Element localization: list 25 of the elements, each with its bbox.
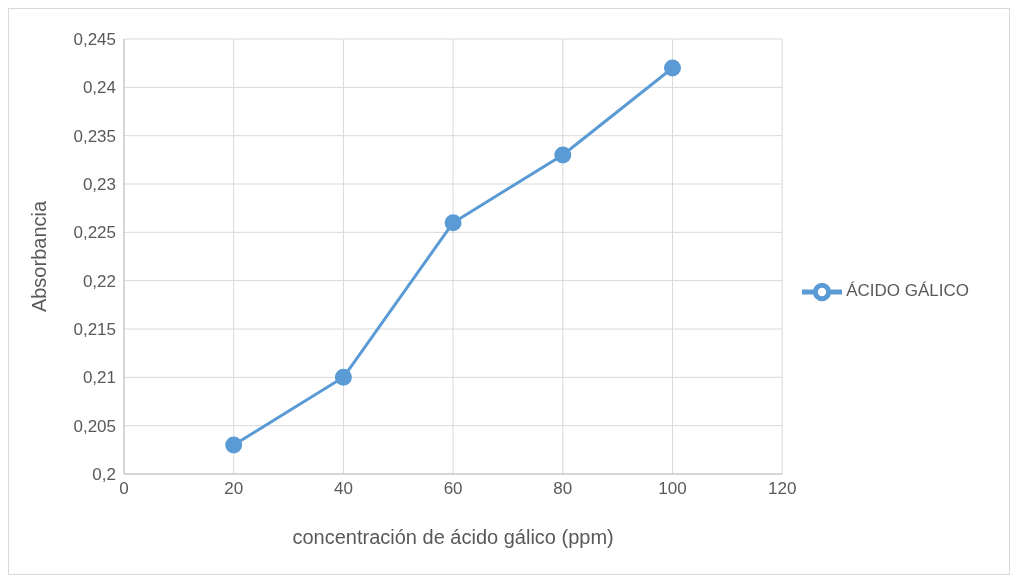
x-tick-label: 20 — [224, 479, 244, 499]
x-tick-label: 40 — [333, 479, 353, 499]
y-tick-label: 0,23 — [82, 175, 116, 195]
x-tick-label: 120 — [768, 479, 797, 499]
y-tick-label: 0,21 — [82, 368, 116, 388]
legend-label: ÁCIDO GÁLICO — [846, 280, 969, 300]
point — [225, 436, 243, 454]
x-tick-label: 0 — [119, 479, 129, 499]
x-tick-label: 60 — [443, 479, 463, 499]
point — [444, 214, 462, 232]
x-axis-title: concentración de ácido gálico (ppm) — [292, 526, 614, 548]
y-tick-label: 0,225 — [73, 223, 116, 243]
y-tick-label: 0,235 — [73, 126, 116, 146]
y-tick-label: 0,215 — [73, 320, 116, 340]
y-tick-label: 0,22 — [82, 271, 116, 291]
y-tick-label: 0,2 — [92, 465, 116, 485]
point — [554, 146, 572, 164]
y-tick-label: 0,205 — [73, 416, 116, 436]
y-axis-title: Absorbancia — [28, 200, 51, 313]
y-tick-label: 0,245 — [73, 30, 116, 50]
y-tick-label: 0,24 — [82, 78, 116, 98]
x-tick-label: 100 — [658, 479, 687, 499]
x-tick-label: 80 — [553, 479, 573, 499]
point — [663, 59, 681, 77]
point — [334, 368, 352, 386]
